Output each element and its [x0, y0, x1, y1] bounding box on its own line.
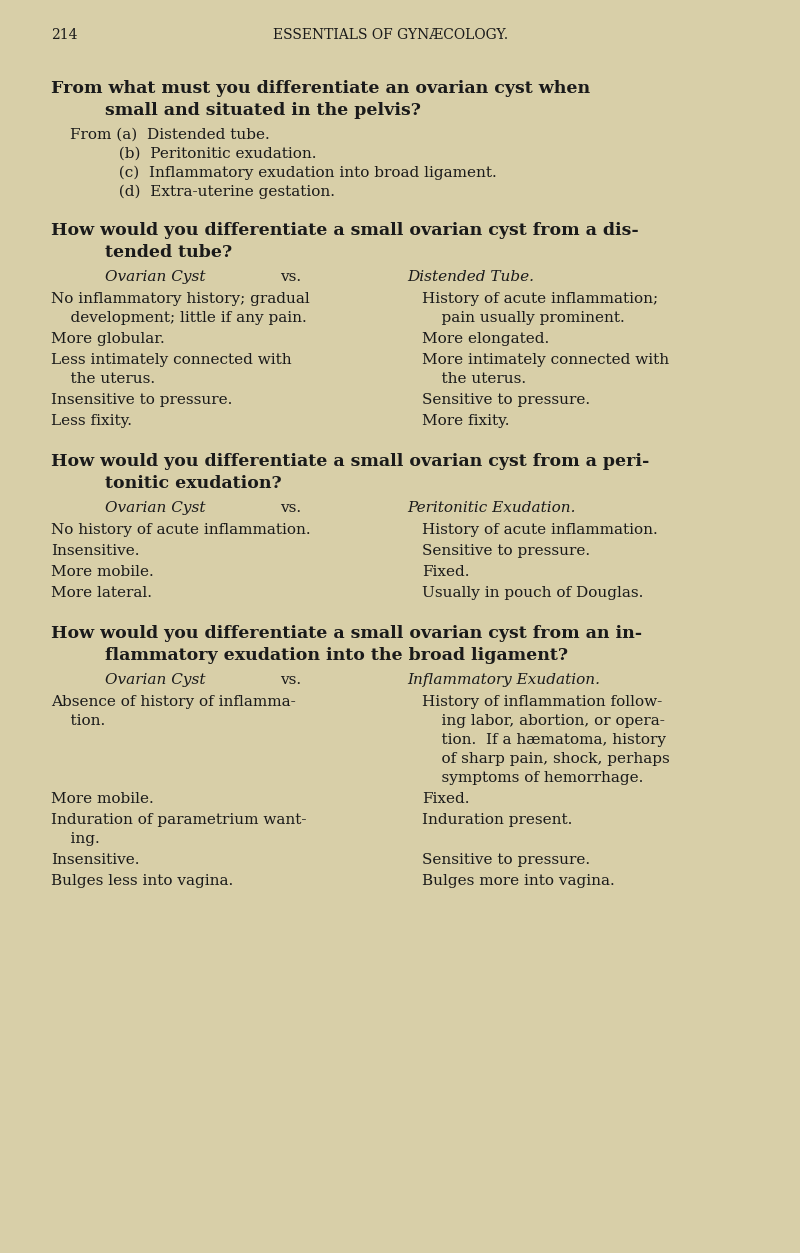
- Text: Distended Tube.: Distended Tube.: [407, 269, 534, 284]
- Text: Sensitive to pressure.: Sensitive to pressure.: [422, 393, 590, 407]
- Text: symptoms of hemorrhage.: symptoms of hemorrhage.: [422, 771, 643, 784]
- Text: Usually in pouch of Douglas.: Usually in pouch of Douglas.: [422, 586, 643, 600]
- Text: Ovarian Cyst: Ovarian Cyst: [105, 269, 205, 284]
- Text: the uterus.: the uterus.: [422, 372, 526, 386]
- Text: vs.: vs.: [280, 501, 302, 515]
- Text: flammatory exudation into the broad ligament?: flammatory exudation into the broad liga…: [105, 647, 567, 664]
- Text: small and situated in the pelvis?: small and situated in the pelvis?: [105, 101, 420, 119]
- Text: History of acute inflammation.: History of acute inflammation.: [422, 523, 658, 538]
- Text: of sharp pain, shock, perhaps: of sharp pain, shock, perhaps: [422, 752, 670, 766]
- Text: How would you differentiate a small ovarian cyst from a dis-: How would you differentiate a small ovar…: [50, 222, 638, 239]
- Text: Sensitive to pressure.: Sensitive to pressure.: [422, 544, 590, 558]
- Text: (d)  Extra-uterine gestation.: (d) Extra-uterine gestation.: [70, 185, 335, 199]
- Text: More mobile.: More mobile.: [50, 792, 154, 806]
- Text: tion.  If a hæmatoma, history: tion. If a hæmatoma, history: [422, 733, 666, 747]
- Text: Sensitive to pressure.: Sensitive to pressure.: [422, 853, 590, 867]
- Text: Insensitive to pressure.: Insensitive to pressure.: [50, 393, 232, 407]
- Text: From (a)  Distended tube.: From (a) Distended tube.: [70, 128, 270, 142]
- Text: tion.: tion.: [50, 714, 105, 728]
- Text: More fixity.: More fixity.: [422, 413, 510, 429]
- Text: vs.: vs.: [280, 673, 302, 687]
- Text: How would you differentiate a small ovarian cyst from a peri-: How would you differentiate a small ovar…: [50, 454, 649, 470]
- Text: Inflammatory Exudation.: Inflammatory Exudation.: [407, 673, 600, 687]
- Text: Absence of history of inflamma-: Absence of history of inflamma-: [50, 695, 295, 709]
- Text: History of acute inflammation;: History of acute inflammation;: [422, 292, 658, 306]
- Text: Induration of parametrium want-: Induration of parametrium want-: [50, 813, 306, 827]
- Text: No inflammatory history; gradual: No inflammatory history; gradual: [50, 292, 310, 306]
- Text: Induration present.: Induration present.: [422, 813, 572, 827]
- Text: Insensitive.: Insensitive.: [50, 544, 139, 558]
- Text: More globular.: More globular.: [50, 332, 165, 346]
- Text: 214: 214: [50, 28, 78, 43]
- Text: Ovarian Cyst: Ovarian Cyst: [105, 501, 205, 515]
- Text: Insensitive.: Insensitive.: [50, 853, 139, 867]
- Text: How would you differentiate a small ovarian cyst from an in-: How would you differentiate a small ovar…: [50, 625, 642, 642]
- Text: More mobile.: More mobile.: [50, 565, 154, 579]
- Text: Less intimately connected with: Less intimately connected with: [50, 353, 291, 367]
- Text: tended tube?: tended tube?: [105, 244, 232, 261]
- Text: Ovarian Cyst: Ovarian Cyst: [105, 673, 205, 687]
- Text: ESSENTIALS OF GYNÆCOLOGY.: ESSENTIALS OF GYNÆCOLOGY.: [273, 28, 508, 43]
- Text: No history of acute inflammation.: No history of acute inflammation.: [50, 523, 310, 538]
- Text: (c)  Inflammatory exudation into broad ligament.: (c) Inflammatory exudation into broad li…: [70, 165, 497, 180]
- Text: vs.: vs.: [280, 269, 302, 284]
- Text: More intimately connected with: More intimately connected with: [422, 353, 669, 367]
- Text: the uterus.: the uterus.: [50, 372, 155, 386]
- Text: More lateral.: More lateral.: [50, 586, 152, 600]
- Text: Peritonitic Exudation.: Peritonitic Exudation.: [407, 501, 576, 515]
- Text: From what must you differentiate an ovarian cyst when: From what must you differentiate an ovar…: [50, 80, 590, 96]
- Text: pain usually prominent.: pain usually prominent.: [422, 311, 625, 325]
- Text: ing labor, abortion, or opera-: ing labor, abortion, or opera-: [422, 714, 665, 728]
- Text: Bulges less into vagina.: Bulges less into vagina.: [50, 875, 233, 888]
- Text: History of inflammation follow-: History of inflammation follow-: [422, 695, 662, 709]
- Text: ing.: ing.: [50, 832, 99, 846]
- Text: Less fixity.: Less fixity.: [50, 413, 132, 429]
- Text: More elongated.: More elongated.: [422, 332, 549, 346]
- Text: Fixed.: Fixed.: [422, 565, 470, 579]
- Text: Bulges more into vagina.: Bulges more into vagina.: [422, 875, 614, 888]
- Text: (b)  Peritonitic exudation.: (b) Peritonitic exudation.: [70, 147, 317, 160]
- Text: Fixed.: Fixed.: [422, 792, 470, 806]
- Text: tonitic exudation?: tonitic exudation?: [105, 475, 281, 492]
- Text: development; little if any pain.: development; little if any pain.: [50, 311, 306, 325]
